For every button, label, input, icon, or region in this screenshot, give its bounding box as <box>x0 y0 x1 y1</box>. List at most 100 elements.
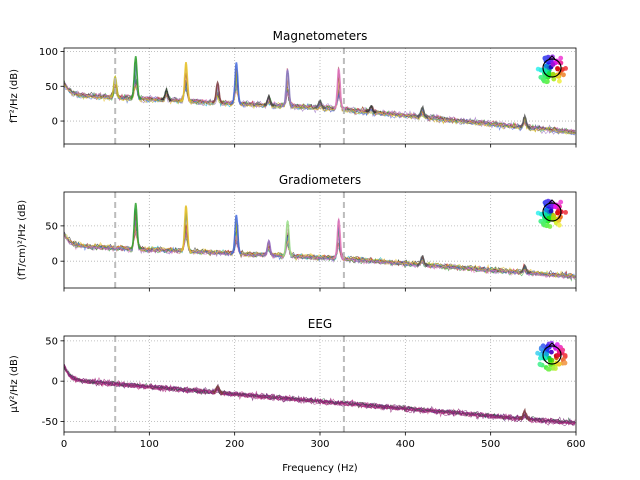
psd-trace <box>64 206 576 278</box>
topomap-sensor <box>556 361 562 367</box>
topomap-sensor <box>544 346 550 352</box>
topomap-sensor <box>547 358 553 363</box>
topomap-sensor <box>537 361 543 367</box>
topomap-sensor <box>550 365 556 371</box>
psd-traces <box>64 56 576 136</box>
x-ticks <box>63 288 577 292</box>
peak-trace <box>365 105 377 115</box>
y-tick-label: -50 <box>42 417 58 428</box>
topomap-sensor <box>550 215 556 221</box>
peak-trace <box>416 255 428 268</box>
topomap-sensor <box>538 67 544 73</box>
sensor-topomap-icon <box>535 54 568 85</box>
y-tick-label: 50 <box>45 221 58 232</box>
topomap-head-outline <box>542 58 562 78</box>
line-noise-markers <box>114 336 345 432</box>
peak-trace <box>230 62 242 105</box>
peak-trace <box>282 219 293 257</box>
psd-traces <box>64 363 576 427</box>
y-tick-label: 0 <box>52 257 58 268</box>
topomap-sensor <box>555 210 561 216</box>
topomap-sensor <box>561 72 566 78</box>
psd-traces <box>64 202 576 282</box>
psd-trace <box>64 62 576 135</box>
y-tick-label: 50 <box>45 82 58 93</box>
grid <box>64 336 576 432</box>
topomap-sensor <box>538 355 543 361</box>
y-ticks: 100 50 0 <box>39 47 64 128</box>
psd-trace <box>64 221 576 279</box>
topomap-sensor <box>542 55 548 61</box>
x-ticks: 0 100 200 300 400 500 600 <box>61 432 586 450</box>
topomap-sensor <box>550 71 556 77</box>
peak-trace <box>180 205 192 254</box>
peak-trace <box>282 68 294 109</box>
peak-trace <box>109 75 121 99</box>
grid <box>64 192 576 288</box>
x-tick-label: 200 <box>225 439 244 450</box>
panel-gradiometers: Gradiometers (fT/cm)²/Hz (dB) 50 0 <box>17 173 577 292</box>
topomap-sensor <box>558 199 564 205</box>
topomap-nose <box>548 199 556 204</box>
peak-trace <box>519 113 531 131</box>
peak-trace <box>263 239 275 258</box>
topomap-sensor <box>543 199 549 205</box>
topomap-sensor <box>540 77 546 82</box>
topomap-sensor <box>560 347 566 353</box>
peak-trace <box>518 407 531 422</box>
y-axis-label: fT²/Hz (dB) <box>9 69 20 123</box>
psd-trace <box>64 365 576 425</box>
x-tick-label: 400 <box>396 439 415 450</box>
topomap-sensor <box>555 66 561 72</box>
topomap-sensor <box>557 222 562 228</box>
peak-trace <box>211 80 224 105</box>
topomap-sensor <box>545 366 551 372</box>
peak-trace <box>263 94 275 107</box>
topomap-sensor <box>548 208 554 214</box>
peak-trace <box>180 62 192 104</box>
topomap-head-outline <box>542 202 562 222</box>
peak-trace <box>416 104 429 120</box>
topomap-sensor <box>557 78 562 84</box>
panel-magnetometers: Magnetometers fT²/Hz (dB) 100 50 0 <box>9 29 577 148</box>
y-tick-label: 0 <box>52 377 58 388</box>
panel-title: Magnetometers <box>273 29 368 43</box>
peak-trace <box>160 86 172 102</box>
topomap-sensor <box>549 349 554 355</box>
topomap-sensor <box>563 210 568 215</box>
topomap-sensor <box>553 204 558 210</box>
x-tick-label: 300 <box>310 439 329 450</box>
topomap-sensor <box>562 360 568 366</box>
peak-trace <box>333 67 345 111</box>
y-axis-label: (fT/cm)²/Hz (dB) <box>17 200 28 280</box>
panel-title: Gradiometers <box>279 173 361 187</box>
x-ticks <box>63 144 577 148</box>
x-tick-label: 100 <box>140 439 159 450</box>
sensor-topomap-icon <box>535 198 568 229</box>
line-noise-markers <box>114 48 345 144</box>
topomap-sensor <box>551 76 557 82</box>
x-axis-label: Frequency (Hz) <box>282 463 358 474</box>
y-axis-label: µV²/Hz (dB) <box>9 355 20 413</box>
panel-title: EEG <box>308 317 332 331</box>
topomap-head-outline <box>542 345 562 365</box>
topomap-nose <box>548 55 556 60</box>
peak-trace <box>212 384 224 396</box>
y-tick-label: 0 <box>52 117 58 128</box>
psd-trace <box>64 206 576 278</box>
psd-trace <box>64 76 576 134</box>
topomap-sensor <box>555 352 561 358</box>
x-tick-label: 500 <box>481 439 500 450</box>
peak-trace <box>314 99 326 110</box>
y-ticks: 50 0 <box>45 221 64 268</box>
peak-trace <box>519 263 531 276</box>
panel-eeg: EEG µV²/Hz (dB) 500-50 0 100 200 300 400 500 6… <box>9 317 586 474</box>
topomap-sensor <box>550 62 556 67</box>
y-tick-label: 100 <box>39 47 58 58</box>
sensor-topomap-icon <box>535 340 568 372</box>
y-ticks: 50 0 -50 <box>42 336 64 428</box>
line-noise-markers <box>114 192 345 288</box>
peak-trace <box>333 217 345 260</box>
topomap-sensor <box>540 221 546 226</box>
